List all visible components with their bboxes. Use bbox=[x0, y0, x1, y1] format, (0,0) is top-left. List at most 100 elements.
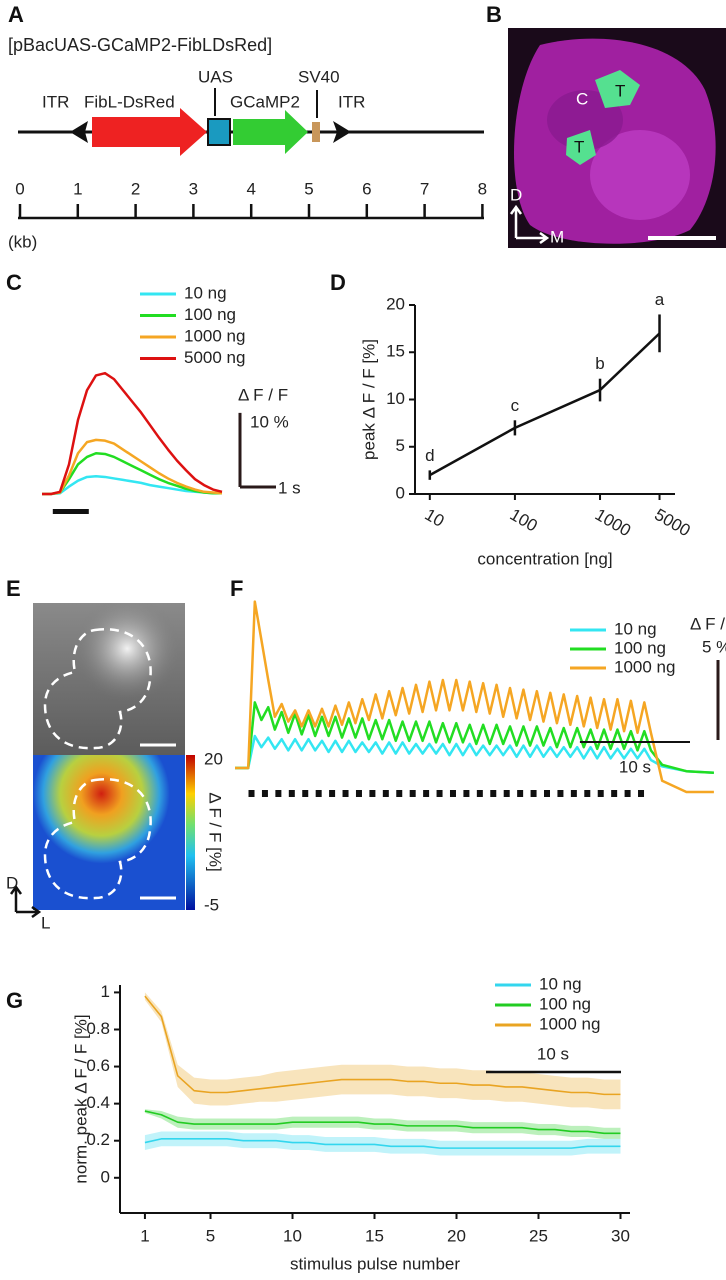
colorbar-tick-label: 20 bbox=[204, 749, 223, 768]
stimulus-pulse bbox=[597, 790, 604, 797]
kb-tick-label: 2 bbox=[131, 179, 140, 198]
stimulus-pulse bbox=[302, 790, 309, 797]
significance-label: c bbox=[511, 396, 520, 415]
construct-diagram: [pBacUAS-GCaMP2-FibLDsRed] ITR FibL-DsRe… bbox=[8, 35, 487, 252]
fibl-dsred bbox=[92, 108, 207, 156]
stimulus-pulse bbox=[275, 790, 282, 797]
x-tick-label: 20 bbox=[447, 1226, 466, 1245]
y-tick-label: 0.2 bbox=[86, 1130, 110, 1149]
x-tick-label: 5000 bbox=[651, 505, 693, 540]
sv40 bbox=[312, 122, 320, 142]
stimulus-pulse bbox=[624, 790, 631, 797]
legend-label: 1000 ng bbox=[539, 1014, 600, 1033]
kb-tick-label: 5 bbox=[304, 179, 313, 198]
x-tick-label: 30 bbox=[611, 1226, 630, 1245]
scale-bar-label: 5 % bbox=[702, 637, 726, 656]
stimulus-pulse bbox=[449, 790, 456, 797]
colorbar-label: Δ F / F [%] bbox=[206, 792, 225, 871]
x-tick-label: 5 bbox=[206, 1226, 215, 1245]
y-axis-label: norm. peak Δ F / F [%] bbox=[71, 1014, 90, 1183]
glomerulus bbox=[566, 130, 596, 165]
gcamp2 bbox=[233, 110, 308, 154]
line bbox=[144, 1110, 621, 1135]
kb-tick-label: 1 bbox=[73, 179, 82, 198]
outline bbox=[43, 778, 152, 900]
imaging: Δ F / F [%] D L 20 -5 bbox=[6, 603, 225, 932]
construct-title: [pBacUAS-GCaMP2-FibLDsRed] bbox=[8, 35, 272, 55]
stimulus-pulse bbox=[517, 790, 524, 797]
significance-label: b bbox=[595, 354, 604, 373]
legend-label: 1000 ng bbox=[614, 657, 675, 676]
colorbar-ticks: 20 -5 bbox=[204, 749, 223, 914]
colorbar bbox=[186, 755, 195, 910]
line bbox=[42, 438, 223, 496]
scale-bar-title: Δ F / F bbox=[238, 385, 288, 404]
legend-label: 10 ng bbox=[184, 283, 227, 302]
image-label: C bbox=[576, 89, 588, 108]
stimulus-pulse bbox=[503, 790, 510, 797]
line bbox=[42, 451, 222, 496]
orientation-label: D bbox=[510, 185, 522, 204]
orientation bbox=[9, 884, 42, 919]
y-tick-label: 10 bbox=[386, 389, 405, 408]
line bbox=[42, 371, 223, 496]
itr-right bbox=[333, 121, 351, 143]
stimulus-pulse bbox=[490, 790, 497, 797]
legend-label: 10 ng bbox=[614, 619, 657, 638]
panel-label: G bbox=[6, 988, 23, 1013]
y-tick-label: 1 bbox=[101, 982, 110, 1001]
stimulus-pulse bbox=[355, 790, 362, 797]
orientation-label: D bbox=[6, 873, 18, 892]
legend-label: 5000 ng bbox=[184, 348, 245, 367]
orientation bbox=[509, 204, 550, 245]
line bbox=[235, 600, 714, 794]
element-label: ITR bbox=[338, 92, 365, 111]
legend-label: 100 ng bbox=[539, 994, 591, 1013]
scale-bar-title: Δ F / F bbox=[690, 614, 726, 633]
orientation-label: L bbox=[41, 913, 50, 932]
kb-tick-label: 3 bbox=[189, 179, 198, 198]
heat-map bbox=[33, 755, 185, 910]
x-tick-label: 100 bbox=[507, 505, 541, 536]
scale-bar-label: 1 s bbox=[278, 478, 301, 497]
panel-label: C bbox=[6, 270, 22, 295]
scale-bar-label: 10 % bbox=[250, 412, 289, 431]
legend-label: 100 ng bbox=[184, 305, 236, 324]
image-label: T bbox=[574, 137, 584, 156]
element-label: FibL-DsRed bbox=[84, 92, 175, 111]
y-tick-label: 20 bbox=[386, 294, 405, 313]
orientation-label: M bbox=[550, 227, 564, 246]
stimulus-pulse bbox=[315, 790, 322, 797]
x-tick-label: 10 bbox=[422, 505, 448, 531]
kb-tick-label: 7 bbox=[420, 179, 429, 198]
x-tick-label: 1 bbox=[140, 1226, 149, 1245]
stimulus-pulse bbox=[584, 790, 591, 797]
stimulus-bar bbox=[52, 509, 89, 514]
stimulus-pulse bbox=[436, 790, 443, 797]
stimulus-pulse bbox=[530, 790, 537, 797]
kb-ticks: 0 1 2 3 4 5 6 7 8 bbox=[15, 179, 487, 218]
kb-tick-label: 8 bbox=[478, 179, 487, 198]
line bbox=[144, 1138, 621, 1149]
stimulus-pulse bbox=[248, 790, 255, 797]
element-label: UAS bbox=[198, 67, 233, 86]
stimulus-pulse bbox=[288, 790, 295, 797]
y-tick-label: 0 bbox=[396, 483, 405, 502]
kb-tick-label: 4 bbox=[246, 179, 255, 198]
x-axis-label: concentration [ng] bbox=[477, 549, 612, 568]
time-bar-label: 10 s bbox=[537, 1044, 569, 1063]
stimulus-pulse bbox=[329, 790, 336, 797]
kb-tick-label: 0 bbox=[15, 179, 24, 198]
stimulus-pulse bbox=[544, 790, 550, 797]
y-tick-label: 5 bbox=[396, 436, 405, 455]
y-tick-label: 0 bbox=[101, 1167, 110, 1186]
legend-label: 1000 ng bbox=[184, 326, 245, 345]
stimulus-pulse bbox=[557, 790, 564, 797]
colorbar-tick-label: -5 bbox=[204, 895, 219, 914]
stimulus-pulse bbox=[611, 790, 618, 797]
x-tick-label: 10 bbox=[283, 1226, 302, 1245]
tissue bbox=[590, 130, 690, 220]
